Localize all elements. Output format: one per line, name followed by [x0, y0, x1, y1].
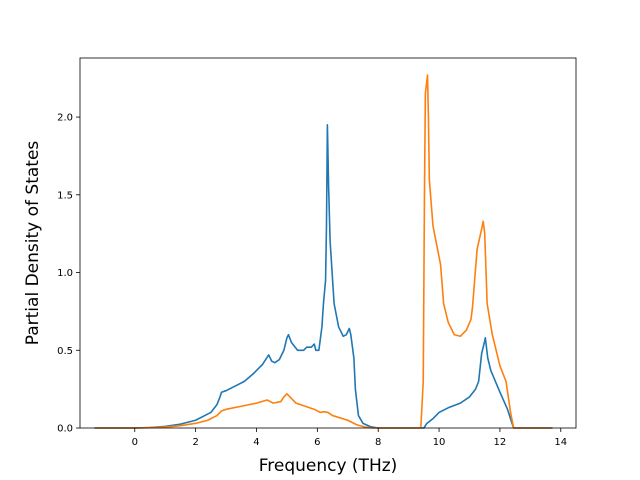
x-tick-label: 8	[375, 437, 381, 448]
x-axis-title: Frequency (THz)	[259, 456, 398, 476]
series-layer	[94, 74, 553, 429]
x-tick-label: 10	[433, 437, 446, 448]
x-tick-label: 2	[192, 437, 198, 448]
x-tick-label: 12	[494, 437, 507, 448]
x-tick-label: 0	[132, 437, 138, 448]
y-tick-label: 1.0	[57, 268, 73, 279]
y-tick-label: 0.5	[57, 346, 73, 357]
x-tick-label: 4	[253, 437, 259, 448]
y-tick-label: 2.0	[57, 113, 73, 124]
x-tick-label: 6	[314, 437, 320, 448]
y-axis-ticks: 0.0 0.5 1.0 1.5 2.0	[57, 113, 80, 435]
x-tick-label: 14	[554, 437, 567, 448]
y-axis-title: Partial Density of States	[23, 141, 43, 346]
x-axis-ticks: 0 2 4 6 8 10 12 14	[132, 428, 567, 448]
series-line-1	[94, 124, 553, 429]
plot-frame	[79, 57, 577, 429]
y-tick-label: 0.0	[57, 424, 73, 435]
y-tick-label: 1.5	[57, 190, 73, 201]
series-line-2	[94, 74, 553, 429]
